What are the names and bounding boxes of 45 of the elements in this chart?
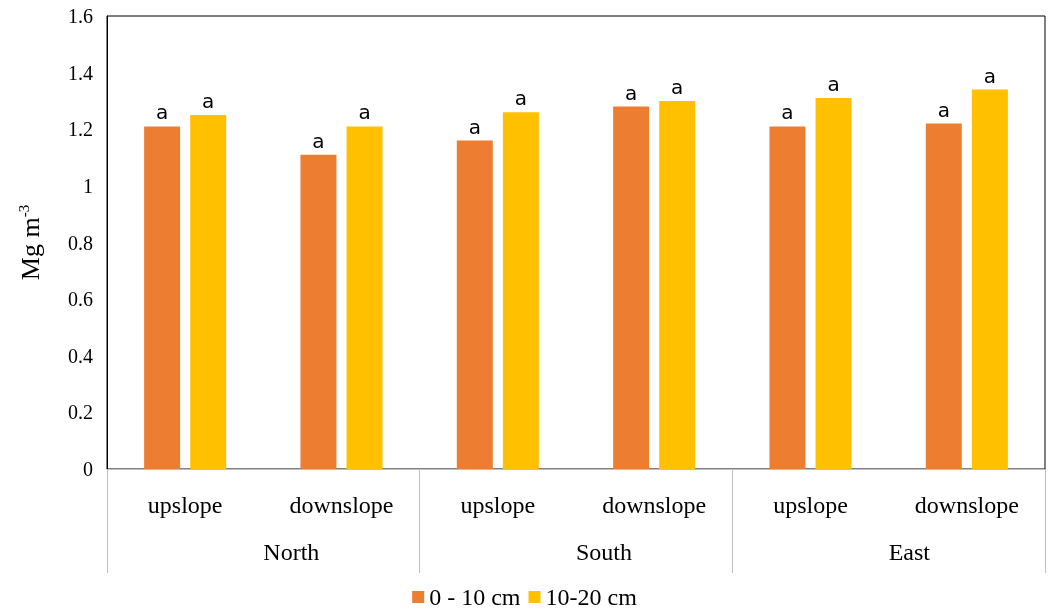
data-label: a xyxy=(312,128,325,153)
legend-label: 0 - 10 cm xyxy=(429,584,521,610)
y-tick-label: 0.4 xyxy=(68,344,93,367)
y-tick-label: 1.2 xyxy=(68,118,93,141)
data-label: a xyxy=(514,86,528,111)
bar xyxy=(659,100,696,469)
bar xyxy=(502,112,539,469)
bar xyxy=(144,126,181,469)
bar xyxy=(190,115,227,469)
data-label: a xyxy=(671,74,684,99)
x-tick-label: downslope xyxy=(289,492,394,518)
text: South xyxy=(576,539,633,565)
bar xyxy=(925,123,962,469)
bar xyxy=(346,126,383,469)
y-axis-title: Mg m-3 xyxy=(15,204,45,281)
x-tick-label: upslope xyxy=(773,492,848,518)
y-tick-label: 0.8 xyxy=(68,231,93,254)
bar xyxy=(769,126,806,469)
text: North xyxy=(263,539,320,565)
x-tick-label: upslope xyxy=(147,492,223,518)
x-tick-label: upslope xyxy=(460,492,536,518)
y-tick-label: 0.6 xyxy=(68,288,93,311)
y-tick-label: 0 xyxy=(83,458,93,480)
bar xyxy=(971,89,1008,469)
y-tick-label: 0.2 xyxy=(68,401,93,424)
y-tick-label: 1.4 xyxy=(68,61,93,84)
bar xyxy=(300,154,337,469)
data-label: a xyxy=(781,100,794,125)
data-label: a xyxy=(827,72,840,97)
bar xyxy=(456,140,493,469)
data-label: a xyxy=(155,100,169,125)
data-label: a xyxy=(202,89,215,114)
x-tick-label: downslope xyxy=(602,492,707,518)
data-label: a xyxy=(937,97,950,122)
data-label: a xyxy=(468,114,481,139)
data-label: a xyxy=(624,80,638,105)
x-tick-label: downslope xyxy=(914,492,1019,518)
text: East xyxy=(888,539,931,565)
y-tick-label: 1.6 xyxy=(68,5,93,27)
y-tick-label: 1 xyxy=(83,174,93,197)
bar xyxy=(815,98,852,469)
bar xyxy=(613,106,650,469)
legend-label: 10-20 cm xyxy=(545,584,638,610)
data-label: a xyxy=(358,100,371,125)
data-label: a xyxy=(983,63,997,88)
